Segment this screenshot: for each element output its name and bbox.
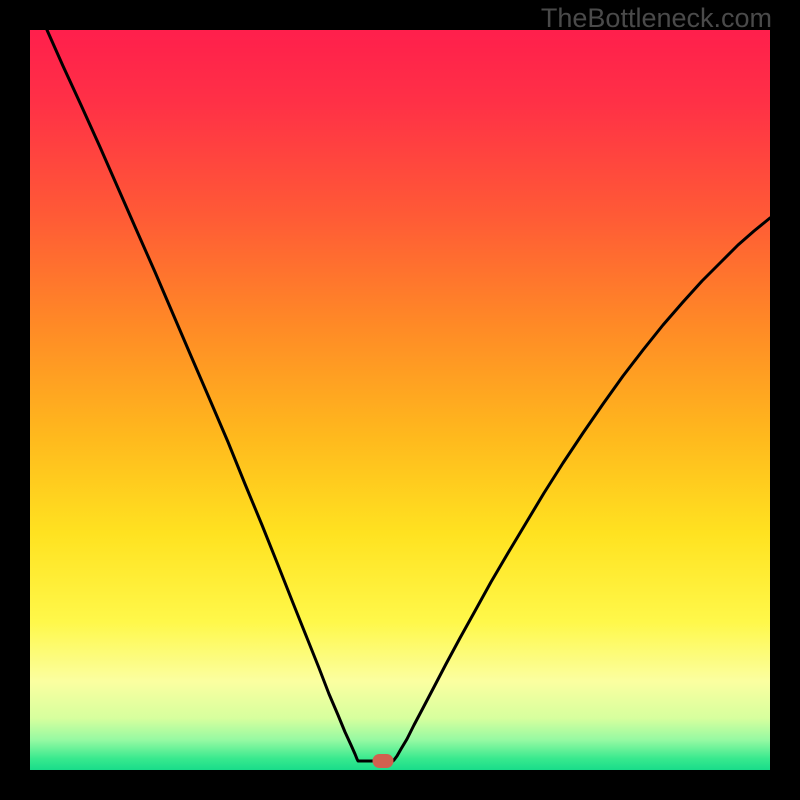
curve-layer <box>0 0 800 800</box>
bottleneck-curve <box>47 30 770 761</box>
chart-stage: TheBottleneck.com <box>0 0 800 800</box>
watermark-text: TheBottleneck.com <box>541 3 772 34</box>
optimum-marker <box>373 754 394 768</box>
